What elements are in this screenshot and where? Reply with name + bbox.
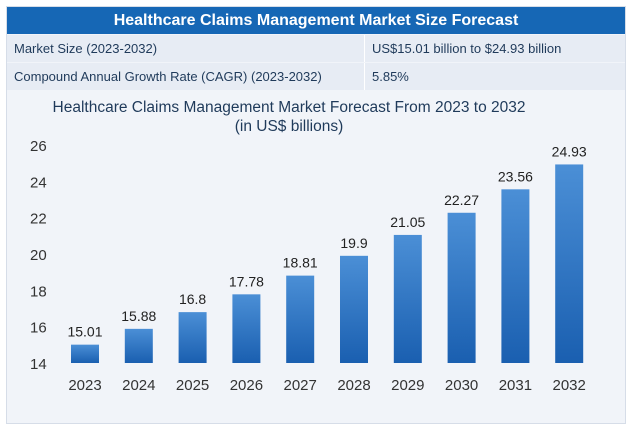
page-title: Healthcare Claims Management Market Size… xyxy=(7,7,625,34)
bar-value-label: 24.93 xyxy=(552,143,587,159)
bar-value-label: 18.81 xyxy=(283,255,318,271)
y-axis: 14 16 18 20 22 24 26 xyxy=(30,138,47,373)
y-tick-label: 20 xyxy=(30,247,47,264)
bar-2027 xyxy=(286,275,315,363)
bar-2029 xyxy=(393,234,422,363)
market-size-label: Market Size (2023-2032) xyxy=(14,41,158,56)
info-row-cagr: Compound Annual Growth Rate (CAGR) (2023… xyxy=(7,63,625,90)
x-axis: 2023 2024 2025 2026 2027 2028 2029 2030 2031 2032 xyxy=(68,377,586,394)
y-tick-label: 14 xyxy=(30,356,47,373)
bar-2031 xyxy=(501,189,530,363)
bars-group: 15.01 15.88 16.8 17.78 18.81 19.9 21.05 22.27 23… xyxy=(67,143,587,363)
x-tick-label: 2028 xyxy=(337,377,370,394)
bar-2025 xyxy=(178,312,207,363)
x-tick-label: 2024 xyxy=(122,377,155,394)
x-tick-label: 2027 xyxy=(284,377,317,394)
info-row-market-size: Market Size (2023-2032) US$15.01 billion… xyxy=(7,35,625,62)
forecast-card: Healthcare Claims Management Market Size… xyxy=(6,6,626,424)
chart-area: Healthcare Claims Management Market Fore… xyxy=(7,91,625,423)
y-tick-label: 26 xyxy=(30,138,47,155)
market-size-value: US$15.01 billion to $24.93 billion xyxy=(372,41,562,56)
x-tick-label: 2031 xyxy=(499,377,532,394)
x-tick-label: 2023 xyxy=(68,377,101,394)
bar-value-label: 15.01 xyxy=(67,324,102,340)
y-tick-label: 22 xyxy=(30,211,47,228)
x-tick-label: 2025 xyxy=(176,377,209,394)
bar-value-label: 22.27 xyxy=(444,192,479,208)
bar-2032 xyxy=(555,164,584,363)
bar-value-label: 16.8 xyxy=(179,291,206,307)
chart-subtitle: (in US$ billions) xyxy=(235,118,344,135)
x-tick-label: 2026 xyxy=(230,377,263,394)
x-tick-label: 2030 xyxy=(445,377,478,394)
y-tick-label: 16 xyxy=(30,320,47,337)
row-divider xyxy=(364,63,365,90)
bar-value-label: 23.56 xyxy=(498,168,533,184)
cagr-value: 5.85% xyxy=(372,69,409,84)
bar-value-label: 19.9 xyxy=(340,235,367,251)
bar-2023 xyxy=(71,344,99,363)
y-tick-label: 18 xyxy=(30,283,47,300)
bar-chart: Healthcare Claims Management Market Fore… xyxy=(30,99,587,394)
x-tick-label: 2032 xyxy=(553,377,586,394)
chart-title: Healthcare Claims Management Market Fore… xyxy=(53,99,526,116)
x-tick-label: 2029 xyxy=(391,377,424,394)
y-tick-label: 24 xyxy=(30,174,47,191)
bar-value-label: 17.78 xyxy=(229,273,264,289)
cagr-label: Compound Annual Growth Rate (CAGR) (2023… xyxy=(14,69,322,84)
bar-2030 xyxy=(447,212,476,363)
bar-value-label: 15.88 xyxy=(121,308,156,324)
bar-value-label: 21.05 xyxy=(390,214,425,230)
bar-2028 xyxy=(340,255,368,363)
row-divider xyxy=(364,35,365,62)
bar-2026 xyxy=(232,294,261,363)
bar-2024 xyxy=(124,328,153,363)
